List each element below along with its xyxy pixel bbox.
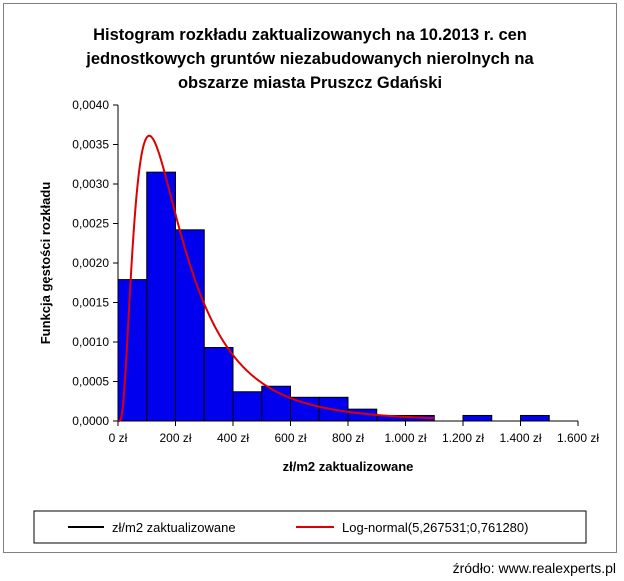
y-tick-label: 0,0010 bbox=[72, 335, 109, 349]
y-axis-title: Funkcja gęstości rozkładu bbox=[38, 182, 53, 345]
y-tick-label: 0,0025 bbox=[72, 217, 109, 231]
histogram-bar bbox=[462, 414, 493, 422]
x-tick-label: 200 zł bbox=[159, 431, 191, 445]
y-tick-label: 0,0030 bbox=[72, 177, 109, 191]
x-tick-label: 800 zł bbox=[332, 431, 364, 445]
histogram-bar bbox=[520, 414, 550, 422]
chart-title-line: Histogram rozkładu zaktualizowanych na 1… bbox=[93, 26, 527, 44]
x-tick-label: 1.000 zł bbox=[384, 431, 426, 445]
y-tick-label: 0,0040 bbox=[72, 98, 109, 112]
x-tick-label: 1.200 zł bbox=[442, 431, 484, 445]
x-axis-title: zł/m2 zaktualizowane bbox=[283, 459, 414, 474]
legend-label-curve: Log-normal(5,267531;0,761280) bbox=[342, 520, 528, 535]
x-tick-label: 600 zł bbox=[274, 431, 306, 445]
x-tick-label: 0 zł bbox=[109, 431, 128, 445]
histogram-bar bbox=[146, 171, 176, 422]
lognormal-curve bbox=[118, 134, 434, 422]
x-tick-label: 400 zł bbox=[217, 431, 249, 445]
chart-title-line: jednostkowych gruntów niezabudowanych ni… bbox=[85, 50, 534, 68]
histogram-bar bbox=[175, 229, 205, 422]
y-tick-label: 0,0005 bbox=[72, 375, 109, 389]
histogram-bar bbox=[232, 391, 263, 422]
source-note: źródło: www.realexperts.pl bbox=[452, 560, 616, 576]
histogram-bar bbox=[203, 347, 234, 422]
y-tick-label: 0,0020 bbox=[72, 256, 109, 270]
x-tick-label: 1.600 zł bbox=[557, 431, 599, 445]
y-tick-label: 0,0000 bbox=[72, 414, 109, 428]
histogram-bar bbox=[290, 396, 320, 422]
x-tick-label: 1.400 zł bbox=[499, 431, 541, 445]
legend-label-histogram: zł/m2 zaktualizowane bbox=[112, 520, 236, 535]
y-tick-label: 0,0035 bbox=[72, 138, 109, 152]
histogram-chart: Histogram rozkładu zaktualizowanych na 1… bbox=[33, 26, 599, 544]
y-tick-label: 0,0015 bbox=[72, 296, 109, 310]
chart-frame: Histogram rozkładu zaktualizowanych na 1… bbox=[3, 3, 617, 553]
chart-title-line: obszarze miasta Pruszcz Gdański bbox=[178, 74, 442, 92]
histogram-bar bbox=[117, 279, 148, 422]
